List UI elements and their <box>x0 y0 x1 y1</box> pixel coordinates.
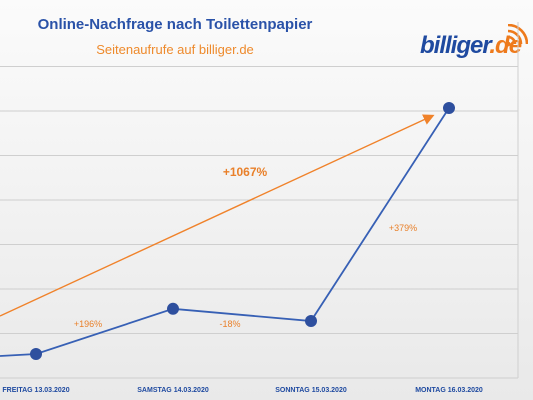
trend-label: +1067% <box>223 165 268 179</box>
data-point-4 <box>443 102 455 114</box>
billiger-logo: billiger.de <box>420 24 530 64</box>
logo-wordmark: billiger.de <box>420 32 522 59</box>
change-label-3: +379% <box>389 223 417 233</box>
x-tick-labels: FREITAG 13.03.2020 SAMSTAG 14.03.2020 SONN… <box>2 387 482 394</box>
x-tick-label: FREITAG 13.03.2020 <box>2 387 69 394</box>
x-tick-label: SAMSTAG 14.03.2020 <box>137 387 209 394</box>
change-label-2: -18% <box>219 319 240 329</box>
x-tick-label: SONNTAG 15.03.2020 <box>275 387 347 394</box>
data-point-2 <box>167 302 179 315</box>
chart-grid <box>0 22 519 379</box>
data-point-1 <box>30 348 42 360</box>
change-label-1: +196% <box>74 319 102 329</box>
trend-arrow: +1067% <box>0 114 435 317</box>
chart-title: Online-Nachfrage nach Toilettenpapier <box>37 16 313 33</box>
x-tick-label: MONTAG 16.03.2020 <box>415 387 483 394</box>
trend-line <box>0 114 435 317</box>
signal-waves-icon <box>505 24 528 47</box>
chart-subtitle: Seitenaufrufe auf billiger.de <box>96 42 254 57</box>
data-point-3 <box>305 315 317 328</box>
change-labels: +196% -18% +379% <box>74 223 417 329</box>
series-line <box>0 102 455 360</box>
